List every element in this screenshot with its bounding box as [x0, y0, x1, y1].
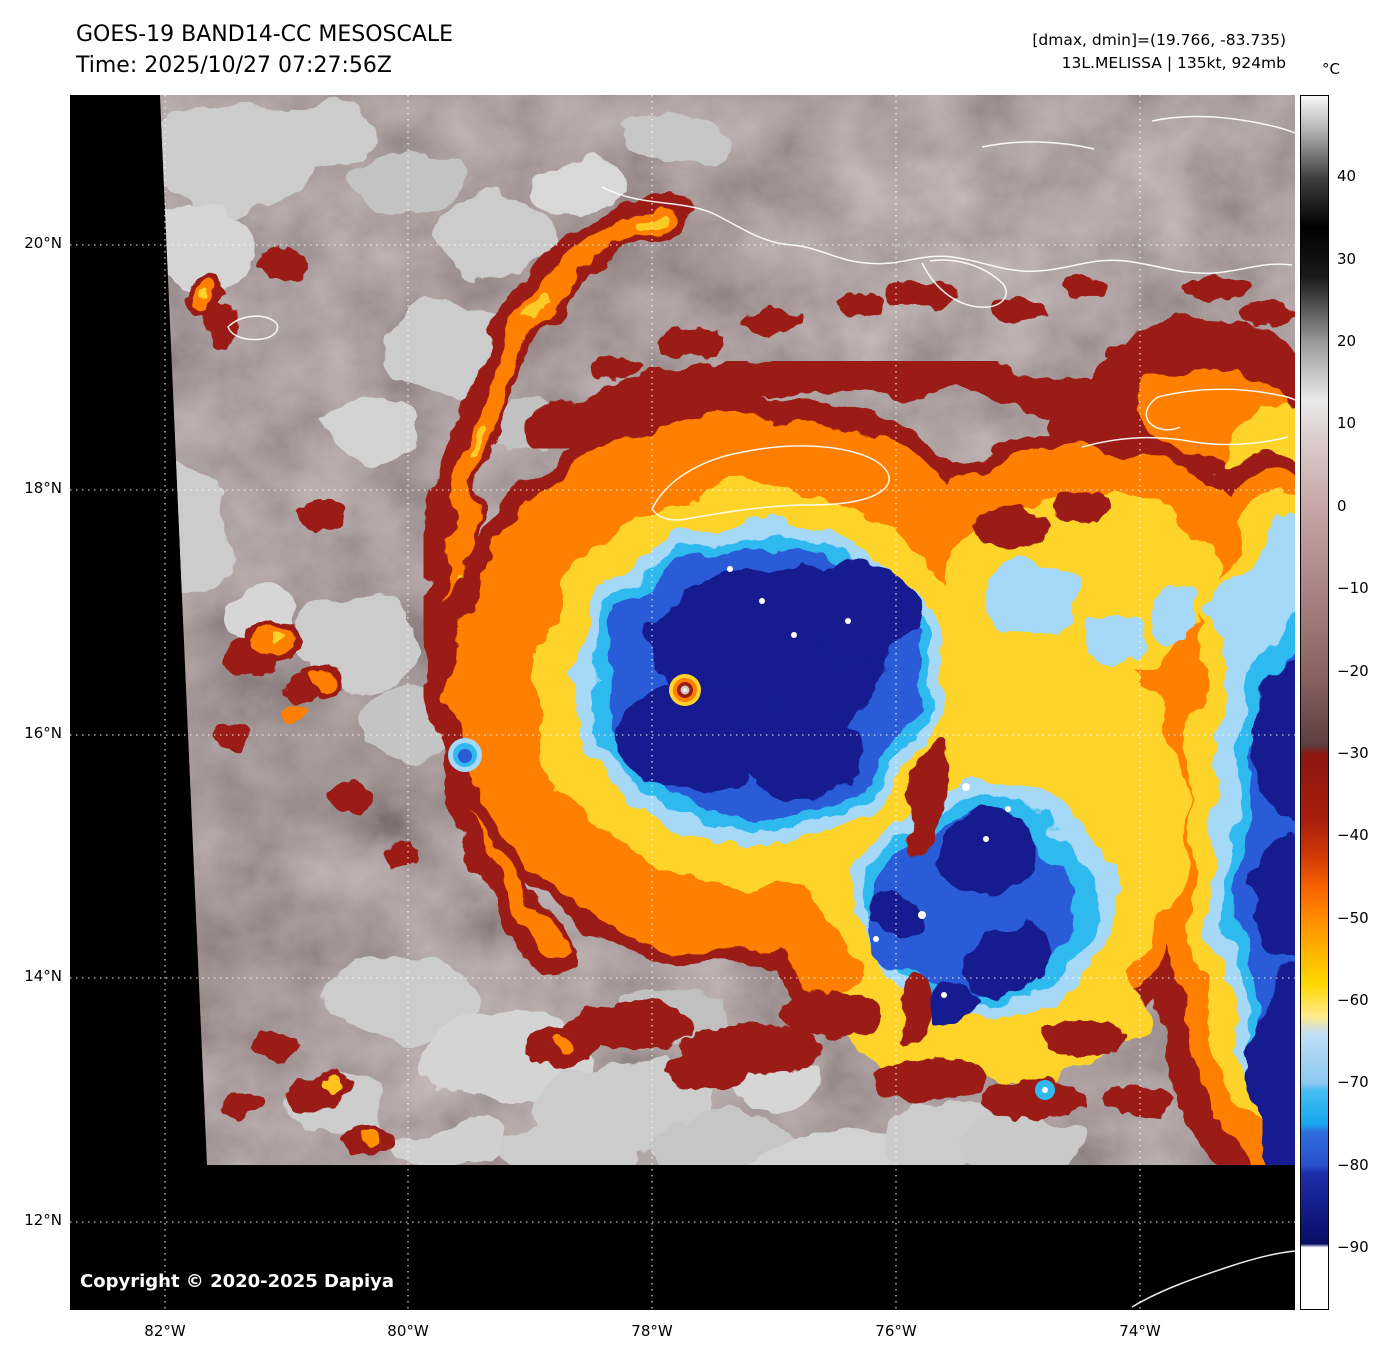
timestamp: Time: 2025/10/27 07:27:56Z	[76, 53, 392, 78]
colorbar	[1300, 95, 1329, 1310]
small-cold-spot-southeast	[1035, 1080, 1055, 1100]
coastline-hispaniola-south	[1081, 436, 1289, 448]
lon-axis-label: 76°W	[875, 1322, 917, 1340]
colorbar-tick-label: 10	[1337, 414, 1357, 433]
coastline-cuba-gulf	[921, 259, 1007, 308]
coastline-hispaniola-tip	[1145, 396, 1181, 431]
outer-spiral-band	[427, 188, 691, 976]
hurricane-cloud-shield	[434, 394, 1295, 1165]
lat-axis-label: 12°N	[24, 1211, 62, 1229]
colorbar-tick-label: −80	[1337, 1155, 1369, 1174]
coastline-hispaniola-north	[1157, 388, 1295, 401]
dmax-dmin-readout: [dmax, dmin]=(19.766, -83.735)	[1032, 31, 1286, 49]
overshooting-top-specks	[727, 566, 1011, 998]
grid-lines	[70, 95, 1295, 1310]
colorbar-unit-label: °C	[1322, 60, 1340, 78]
colorbar-tick-label: −20	[1337, 661, 1369, 680]
colorbar-tick-label: −90	[1337, 1238, 1369, 1257]
small-cold-spot-west	[448, 738, 482, 772]
warm-gray-clouds	[160, 99, 1078, 1165]
colorbar-tick-label: −60	[1337, 991, 1369, 1010]
south-red-fringe	[568, 491, 1176, 1119]
storm-info: 13L.MELISSA | 135kt, 924mb	[1061, 54, 1286, 72]
coastline-cuba	[601, 186, 1293, 275]
satellite-image	[70, 95, 1295, 1310]
copyright-text: Copyright © 2020-2025 Dapiya	[80, 1271, 395, 1292]
lon-axis-label: 74°W	[1119, 1322, 1161, 1340]
hurricane-eye	[669, 674, 701, 706]
lat-axis-label: 16°N	[24, 724, 62, 742]
satellite-swath	[160, 95, 1295, 1165]
colorbar-tick-label: 0	[1337, 496, 1347, 515]
colorbar-tick-label: −40	[1337, 826, 1369, 845]
coastlines	[227, 115, 1295, 521]
colorbar-tick-label: 40	[1337, 167, 1357, 186]
lon-axis-label: 82°W	[144, 1322, 186, 1340]
colorbar-tick-label: −10	[1337, 579, 1369, 598]
satellite-plot	[70, 95, 1295, 1310]
colorbar-tick-label: −70	[1337, 1073, 1369, 1092]
coastline-cuba-north2	[981, 141, 1095, 150]
warm-hot-spots	[188, 273, 572, 1146]
colorbar-tick-label: 30	[1337, 249, 1357, 268]
colorbar-tick-label: 20	[1337, 332, 1357, 351]
page-title: GOES-19 BAND14-CC MESOSCALE	[76, 22, 454, 47]
coastline-jamaica	[651, 445, 890, 521]
colorbar-tick-label: −30	[1337, 743, 1369, 762]
coastline-cuba-north	[1151, 115, 1295, 134]
colorbar-tick-label: −50	[1337, 908, 1369, 927]
lat-axis-label: 14°N	[24, 967, 62, 985]
coastline-south-america	[1131, 1250, 1295, 1308]
lon-axis-label: 80°W	[387, 1322, 429, 1340]
lon-axis-label: 78°W	[631, 1322, 673, 1340]
lat-axis-label: 20°N	[24, 234, 62, 252]
coastline-isla	[227, 315, 279, 341]
lat-axis-label: 18°N	[24, 479, 62, 497]
northeast-cold-mass	[1046, 323, 1295, 489]
